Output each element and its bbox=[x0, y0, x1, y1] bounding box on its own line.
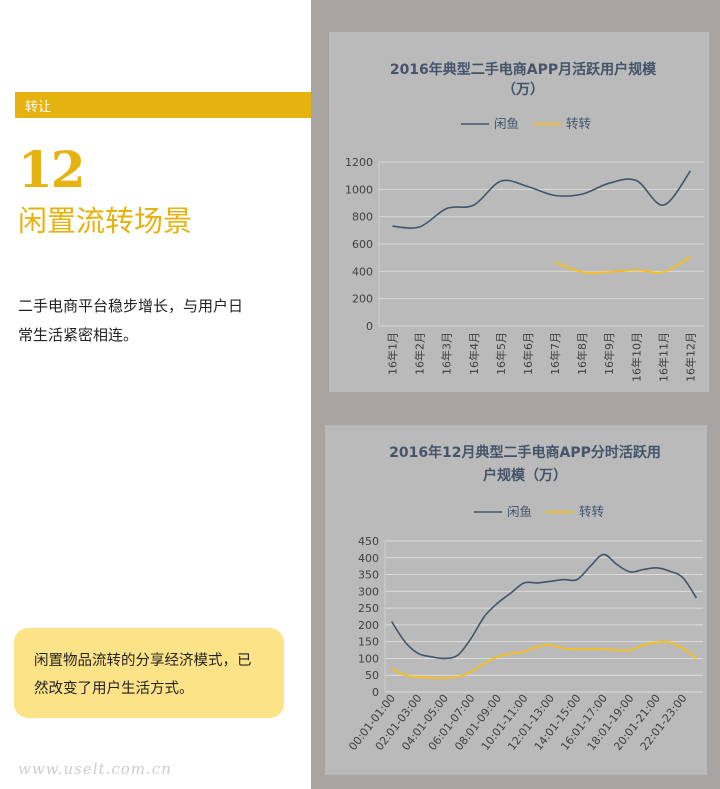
watermark: www.uselt.com.cn bbox=[18, 760, 172, 778]
y-tick-label: 150 bbox=[358, 636, 379, 649]
tag-label: 转让 bbox=[25, 100, 52, 115]
chart-title-line-2: （万） bbox=[502, 82, 544, 98]
x-tick-label: 16年3月 bbox=[440, 332, 454, 375]
y-tick-label: 1000 bbox=[345, 183, 373, 196]
y-tick-label: 0 bbox=[372, 686, 379, 699]
y-tick-label: 400 bbox=[352, 265, 373, 278]
y-tick-label: 450 bbox=[358, 535, 379, 548]
y-tick-label: 1200 bbox=[345, 156, 373, 169]
y-tick-label: 350 bbox=[358, 569, 379, 582]
y-tick-label: 300 bbox=[358, 585, 379, 598]
series-line-1 bbox=[554, 256, 691, 274]
description: 二手电商平台稳步增长，与用户日 常生活紧密相连。 bbox=[18, 292, 278, 350]
chart-panel-hourly: 2016年12月典型二手电商APP分时活跃用 户规模（万） 闲鱼 转转 0 50 100 15… bbox=[325, 425, 707, 775]
y-tick-label: 0 bbox=[366, 320, 373, 333]
left-panel: 转让 12 闲置流转场景 二手电商平台稳步增长，与用户日 常生活紧密相连。 闲置… bbox=[0, 0, 311, 789]
x-tick-label: 16年9月 bbox=[602, 332, 616, 375]
y-tick-label: 200 bbox=[358, 619, 379, 632]
monthly-active-users-chart: 2016年典型二手电商APP月活跃用户规模 （万） 闲鱼 转转 0 200 400 600 80… bbox=[345, 61, 704, 382]
chart-title-line-1: 2016年12月典型二手电商APP分时活跃用 bbox=[389, 444, 661, 461]
tag-bar: 转让 bbox=[15, 92, 311, 118]
x-tick-label: 16年8月 bbox=[575, 332, 589, 375]
x-tick-label: 16年1月 bbox=[386, 332, 400, 375]
x-tick-label: 16年5月 bbox=[494, 332, 508, 375]
legend-label-0: 闲鱼 bbox=[494, 116, 519, 131]
y-tick-label: 50 bbox=[365, 669, 379, 682]
series-line-0 bbox=[390, 553, 698, 660]
legend-label-1: 转转 bbox=[579, 504, 604, 519]
chart-title-line-2: 户规模（万） bbox=[483, 467, 567, 484]
x-tick-label: 16年2月 bbox=[413, 332, 427, 375]
callout-line-1: 闲置物品流转的分享经济模式，已 bbox=[34, 653, 252, 669]
chart-title-line-1: 2016年典型二手电商APP月活跃用户规模 bbox=[390, 61, 657, 78]
x-tick-label: 16年7月 bbox=[548, 332, 562, 375]
description-line-2: 常生活紧密相连。 bbox=[18, 326, 139, 344]
chart-panel-monthly: 2016年典型二手电商APP月活跃用户规模 （万） 闲鱼 转转 0 200 400 600 80… bbox=[329, 32, 709, 392]
description-line-1: 二手电商平台稳步增长，与用户日 bbox=[18, 297, 244, 315]
y-tick-label: 100 bbox=[358, 652, 379, 665]
series-line-1 bbox=[391, 640, 697, 679]
callout-text: 闲置物品流转的分享经济模式，已 然改变了用户生活方式。 bbox=[34, 647, 274, 703]
legend-label-1: 转转 bbox=[566, 116, 591, 131]
x-tick-label: 16年4月 bbox=[467, 332, 481, 375]
section-title: 闲置流转场景 bbox=[18, 204, 193, 238]
y-tick-label: 200 bbox=[352, 293, 373, 306]
section-number: 12 bbox=[18, 140, 86, 199]
x-tick-label: 16年11月 bbox=[656, 332, 670, 382]
series-line-0 bbox=[392, 170, 692, 229]
callout-box: 闲置物品流转的分享经济模式，已 然改变了用户生活方式。 bbox=[14, 628, 284, 718]
y-tick-label: 250 bbox=[358, 602, 379, 615]
callout-line-2: 然改变了用户生活方式。 bbox=[34, 681, 194, 697]
right-panel: 2016年典型二手电商APP月活跃用户规模 （万） 闲鱼 转转 0 200 400 600 80… bbox=[311, 0, 720, 789]
x-tick-label: 16年10月 bbox=[629, 332, 643, 382]
y-tick-label: 800 bbox=[352, 211, 373, 224]
y-tick-label: 600 bbox=[352, 238, 373, 251]
x-tick-label: 16年12月 bbox=[683, 332, 697, 382]
x-tick-label: 16年6月 bbox=[521, 332, 535, 375]
y-tick-label: 400 bbox=[358, 552, 379, 565]
legend-label-0: 闲鱼 bbox=[507, 504, 532, 519]
